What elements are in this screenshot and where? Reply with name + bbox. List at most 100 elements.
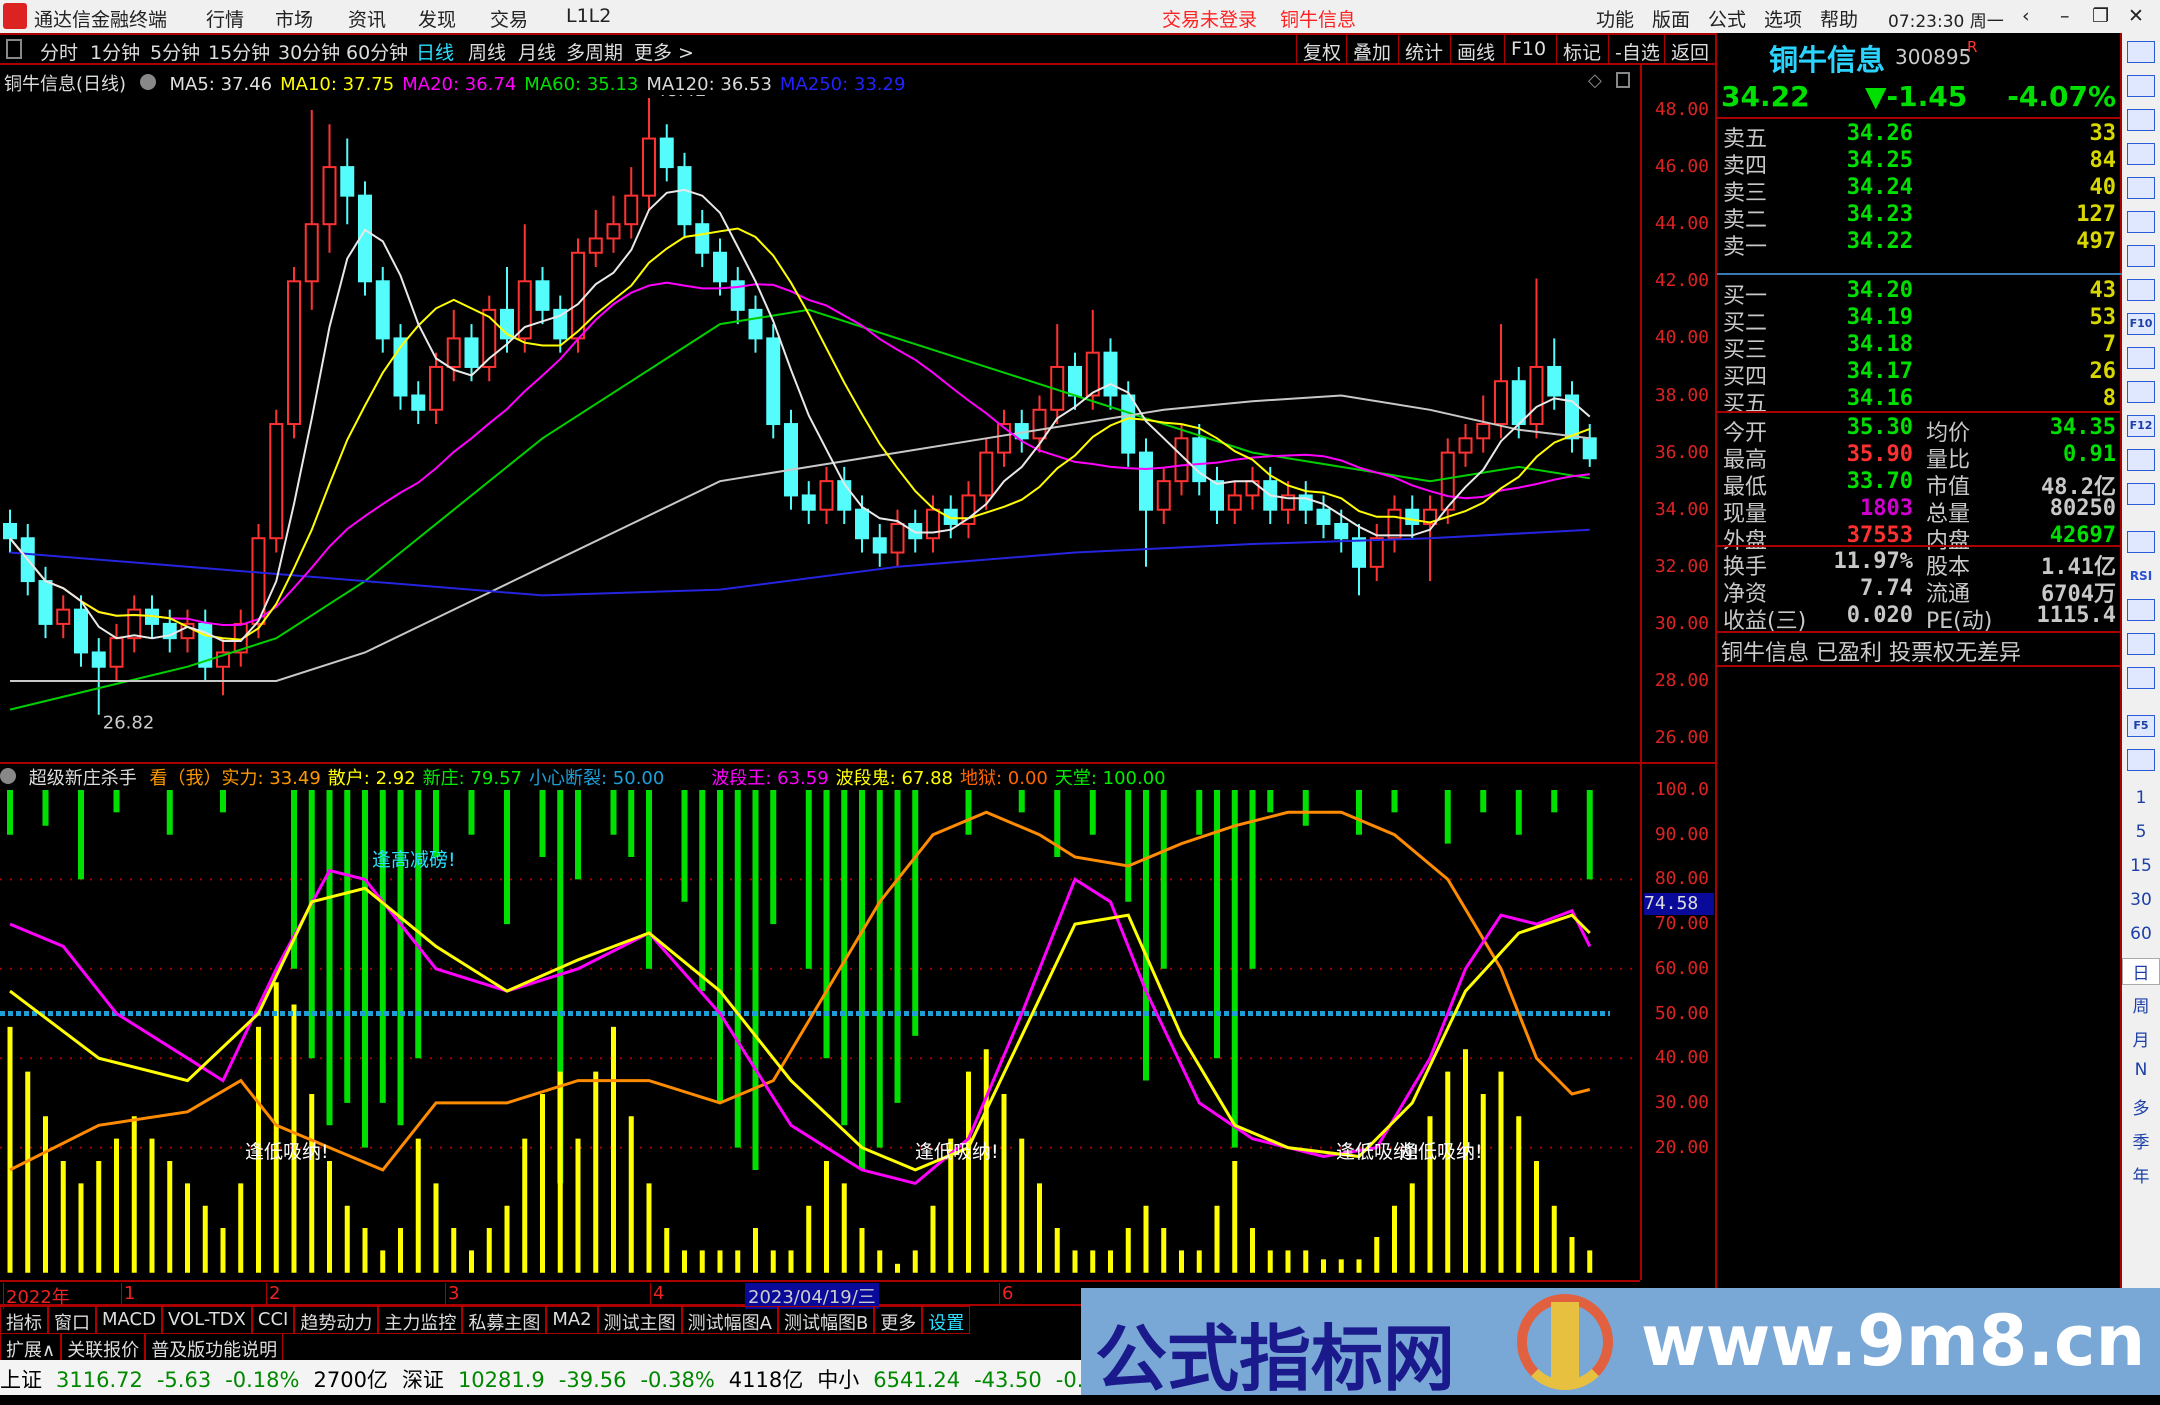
menu-5[interactable]: L1L2 — [566, 5, 612, 27]
indicator-tab-12[interactable]: 更多 — [874, 1306, 923, 1334]
indicator-name[interactable]: 超级新庄杀手 — [28, 768, 137, 789]
collapse-icon[interactable] — [139, 74, 156, 90]
indicator-tab-1[interactable]: 窗口 — [48, 1306, 96, 1334]
indicator-tab-7[interactable]: 私募主图 — [462, 1306, 547, 1334]
rsi-icon[interactable]: RSI — [2129, 569, 2153, 583]
tab-period-3[interactable]: 15分钟 — [208, 42, 271, 64]
right-menu-0[interactable]: 功能 — [1596, 9, 1635, 31]
tab-period-2[interactable]: 5分钟 — [150, 42, 201, 64]
pencil-icon[interactable] — [2127, 667, 2155, 689]
tab-period-9[interactable]: 多周期 — [566, 42, 624, 64]
notes-icon[interactable] — [2127, 381, 2155, 403]
login-status[interactable]: 交易未登录 — [1162, 9, 1258, 31]
menu-2[interactable]: 资讯 — [348, 9, 387, 31]
right-menu-1[interactable]: 版面 — [1652, 9, 1691, 31]
circle-icon[interactable] — [2127, 483, 2155, 505]
indicator-tab-0[interactable]: 指标 — [0, 1306, 48, 1334]
row-label: 卖五 — [1723, 127, 1768, 152]
toolbar-button-6[interactable]: -自选 — [1608, 35, 1666, 64]
right-menu-2[interactable]: 公式 — [1708, 9, 1747, 31]
collapse-icon[interactable] — [0, 768, 16, 784]
candle-body — [1210, 480, 1224, 511]
sidebar-period-6[interactable]: 周 — [2132, 997, 2150, 1017]
f5-icon[interactable]: F5 — [2127, 715, 2155, 737]
candle-body — [872, 537, 887, 554]
toolbar-button-0[interactable]: 复权 — [1296, 35, 1347, 64]
tab-period-6[interactable]: 日线 — [416, 42, 455, 64]
sidebar-period-2[interactable]: 15 — [2130, 856, 2152, 876]
indicator-tab-4[interactable]: CCI — [251, 1306, 295, 1334]
indicator-tab-13[interactable]: 设置 — [922, 1306, 971, 1334]
price-chart[interactable]: 48.42 26.82 — [0, 95, 1640, 763]
toolbar-button-7[interactable]: 返回 — [1664, 35, 1715, 64]
layout-icon[interactable] — [1616, 72, 1630, 88]
toolbar-button-1[interactable]: 叠加 — [1346, 35, 1397, 64]
row-value: 34.16 — [1846, 386, 1913, 411]
panel-toggle-icon[interactable] — [6, 39, 22, 59]
indicator-tab-2[interactable]: MACD — [96, 1306, 162, 1334]
tab-period-4[interactable]: 30分钟 — [278, 42, 341, 64]
f12-icon[interactable]: F12 — [2127, 415, 2155, 437]
restore-icon[interactable]: ❐ — [2092, 5, 2110, 27]
right-menu-3[interactable]: 选项 — [1764, 9, 1803, 31]
sidebar-period-11[interactable]: 年 — [2132, 1167, 2150, 1187]
tab-period-0[interactable]: 分时 — [40, 42, 79, 64]
extension-tab-2[interactable]: 普及版功能说明 — [145, 1333, 284, 1361]
arrow-up-icon[interactable] — [2127, 75, 2155, 97]
toolbar-button-4[interactable]: F10 — [1504, 35, 1552, 63]
sidebar-period-8[interactable]: N — [2134, 1060, 2148, 1080]
trend-icon[interactable] — [2127, 211, 2155, 233]
fx-icon[interactable] — [2127, 449, 2155, 471]
menu-0[interactable]: 行情 — [206, 9, 245, 31]
minimize-icon[interactable]: – — [2060, 5, 2070, 27]
grid-icon[interactable] — [2127, 177, 2155, 199]
extension-tab-1[interactable]: 关联报价 — [61, 1333, 146, 1361]
toolbar-button-5[interactable]: 标记 — [1556, 35, 1607, 64]
arrow-down-icon[interactable] — [2127, 109, 2155, 131]
diamond-icon[interactable]: ◇ — [1588, 70, 1602, 91]
extension-tab-0[interactable]: 扩展∧ — [0, 1333, 62, 1361]
move-icon[interactable] — [2127, 633, 2155, 655]
indicator-tab-10[interactable]: 测试幅图A — [681, 1306, 778, 1334]
wave-icon[interactable] — [2127, 531, 2155, 553]
sidebar-period-7[interactable]: 月 — [2132, 1031, 2150, 1051]
tab-period-8[interactable]: 月线 — [518, 42, 557, 64]
tab-period-7[interactable]: 周线 — [468, 42, 507, 64]
indicator-chart[interactable]: 逢高减磅!逢低吸纳! 逢低吸纳! 逢低吸纳!逢低吸纳! — [0, 790, 1640, 1280]
sidebar-period-3[interactable]: 30 — [2130, 890, 2152, 910]
indicator-tab-6[interactable]: 主力监控 — [378, 1306, 463, 1334]
back-icon[interactable]: ‹ — [2022, 5, 2030, 27]
indicator-tab-8[interactable]: MA2 — [546, 1306, 598, 1334]
candle-body — [642, 137, 656, 197]
refresh-icon[interactable] — [2127, 749, 2155, 771]
row-value: 34.23 — [1846, 202, 1913, 227]
sidebar-period-0[interactable]: 1 — [2135, 788, 2147, 808]
candles-icon[interactable] — [2127, 245, 2155, 267]
indicator-tab-9[interactable]: 测试主图 — [597, 1306, 682, 1334]
board-icon[interactable] — [2127, 279, 2155, 301]
toolbar-button-2[interactable]: 统计 — [1398, 35, 1449, 64]
f10-icon[interactable]: F10 — [2127, 313, 2155, 335]
menu-4[interactable]: 交易 — [490, 9, 529, 31]
menu-1[interactable]: 市场 — [275, 9, 314, 31]
tree-icon[interactable] — [2127, 347, 2155, 369]
sidebar-period-5[interactable]: 日 — [2122, 958, 2160, 985]
candle-body — [38, 580, 53, 625]
s-icon[interactable] — [2127, 599, 2155, 621]
sidebar-period-1[interactable]: 5 — [2135, 822, 2147, 842]
arrow-left-icon[interactable] — [2127, 41, 2155, 63]
tab-period-5[interactable]: 60分钟 — [346, 42, 409, 64]
indicator-tab-3[interactable]: VOL-TDX — [161, 1306, 252, 1334]
indicator-tab-5[interactable]: 趋势动力 — [294, 1306, 379, 1334]
menu-3[interactable]: 发现 — [418, 9, 457, 31]
indicator-tab-11[interactable]: 测试幅图B — [777, 1306, 875, 1334]
right-menu-4[interactable]: 帮助 — [1820, 9, 1859, 31]
quote-list-icon[interactable] — [2127, 143, 2155, 165]
toolbar-button-3[interactable]: 画线 — [1450, 35, 1501, 64]
sidebar-period-9[interactable]: 多 — [2132, 1099, 2150, 1119]
sidebar-period-10[interactable]: 季 — [2132, 1133, 2150, 1153]
sidebar-period-4[interactable]: 60 — [2130, 924, 2152, 944]
tab-period-1[interactable]: 1分钟 — [90, 42, 141, 64]
tab-period-10[interactable]: 更多 > — [634, 42, 694, 64]
close-icon[interactable]: ✕ — [2128, 5, 2144, 27]
